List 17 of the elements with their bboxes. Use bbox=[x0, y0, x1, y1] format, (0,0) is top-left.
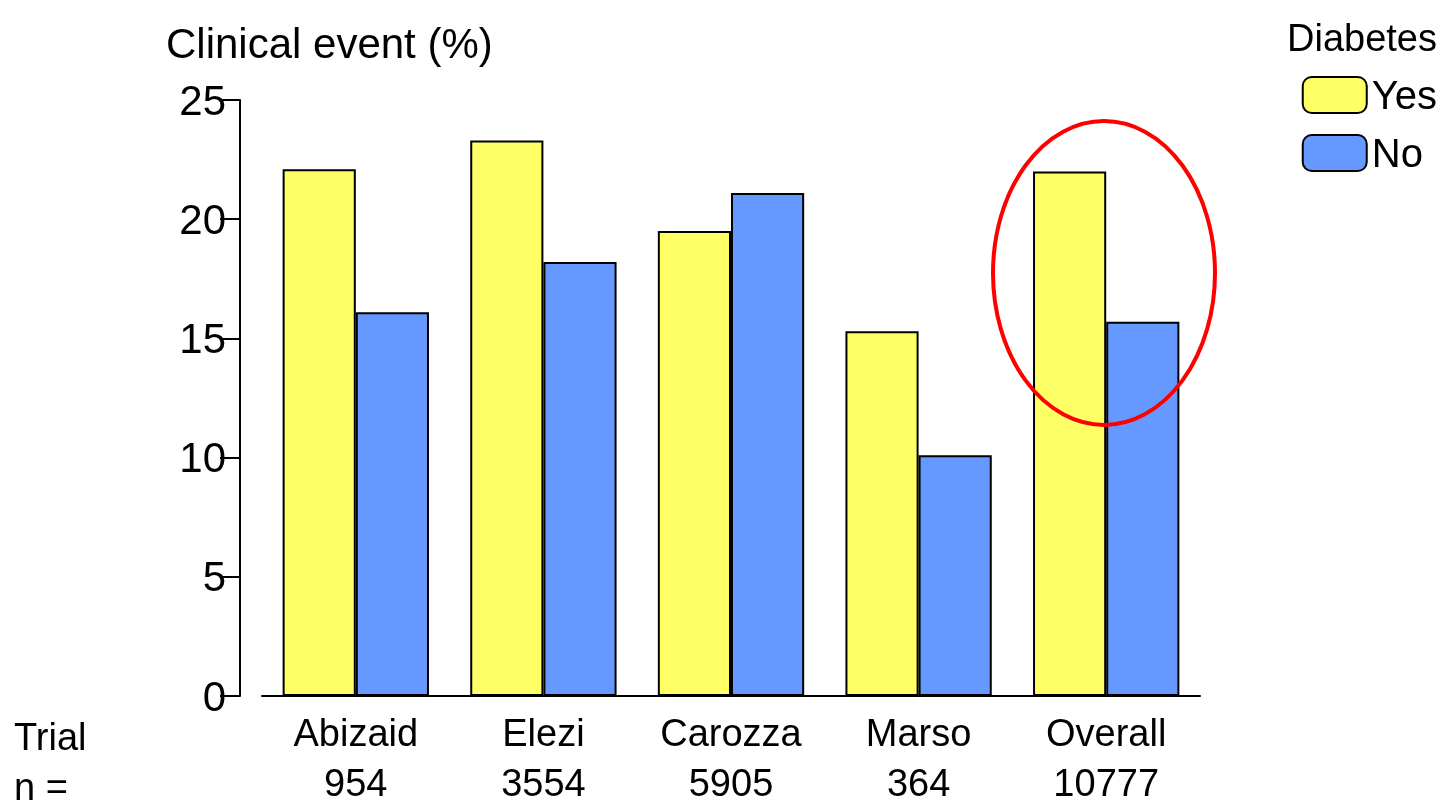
x-tick-label: Marso 364 bbox=[865, 712, 972, 804]
y-tick-label: 0 bbox=[202, 672, 226, 720]
y-tick-label: 20 bbox=[179, 195, 226, 243]
y-axis-title: Clinical event (%) bbox=[166, 19, 493, 67]
y-tick-label: 5 bbox=[202, 553, 226, 601]
y-tick-label: 15 bbox=[179, 314, 226, 362]
text: Trial bbox=[14, 716, 87, 758]
text: n = bbox=[14, 766, 68, 808]
y-tick-label: 10 bbox=[179, 434, 226, 482]
x-tick-label: Overall 10777 bbox=[1046, 712, 1167, 804]
legend-title: Diabetes bbox=[1287, 17, 1438, 59]
legend-label: Yes bbox=[1371, 73, 1438, 117]
legend-label: No bbox=[1371, 131, 1423, 175]
x-tick-label: Abizaid 954 bbox=[293, 712, 419, 804]
x-tick-label: Elezi 3554 bbox=[501, 712, 586, 804]
y-tick-label: 25 bbox=[179, 76, 226, 124]
x-tick-label: Carozza 5905 bbox=[660, 712, 803, 804]
